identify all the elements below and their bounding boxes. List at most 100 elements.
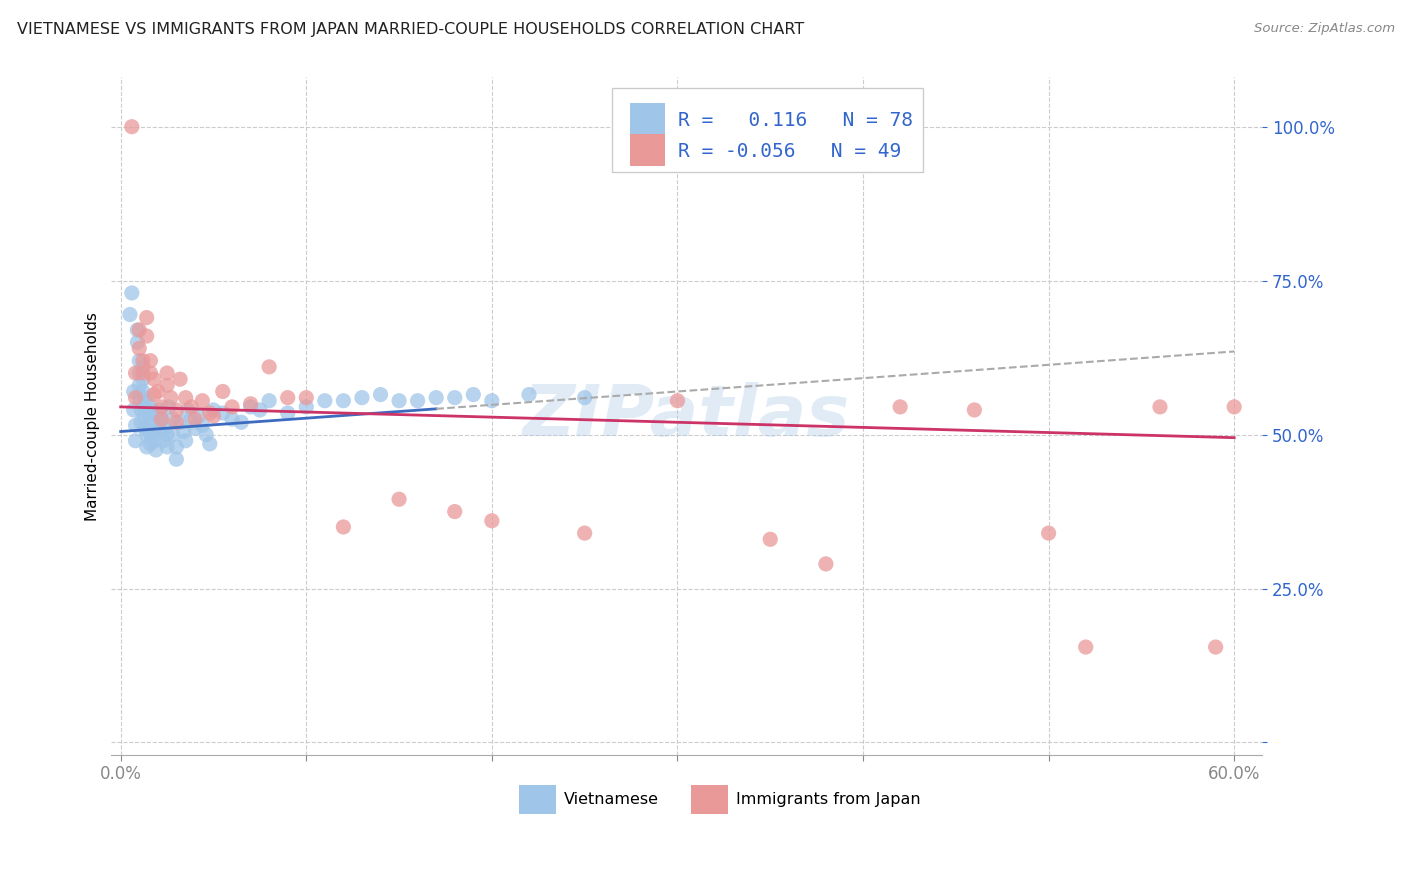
Point — [1149, 400, 1171, 414]
Point — [124, 418, 146, 433]
Point — [156, 440, 179, 454]
Point — [759, 533, 782, 547]
Point — [191, 393, 214, 408]
Point — [156, 427, 179, 442]
Point — [277, 391, 299, 405]
Point — [134, 409, 156, 424]
Point — [128, 378, 150, 392]
Point — [134, 400, 156, 414]
Point — [388, 492, 411, 507]
Point — [127, 323, 149, 337]
Point — [129, 403, 152, 417]
Text: Vietnamese: Vietnamese — [564, 792, 658, 807]
Point — [139, 366, 162, 380]
Point — [184, 421, 207, 435]
Point — [165, 440, 187, 454]
Point — [150, 412, 173, 426]
Point — [388, 393, 411, 408]
Point — [162, 412, 184, 426]
Point — [135, 329, 157, 343]
Point — [134, 421, 156, 435]
Point — [180, 400, 202, 414]
FancyBboxPatch shape — [692, 785, 728, 814]
Point — [156, 366, 179, 380]
Point — [152, 434, 174, 448]
FancyBboxPatch shape — [630, 103, 665, 135]
Point — [1074, 640, 1097, 654]
Point — [174, 391, 197, 405]
Point — [157, 400, 180, 414]
FancyBboxPatch shape — [519, 785, 555, 814]
Point — [277, 406, 299, 420]
Point — [425, 391, 447, 405]
Text: VIETNAMESE VS IMMIGRANTS FROM JAPAN MARRIED-COUPLE HOUSEHOLDS CORRELATION CHART: VIETNAMESE VS IMMIGRANTS FROM JAPAN MARR… — [17, 22, 804, 37]
Point — [1205, 640, 1227, 654]
Point — [187, 409, 209, 424]
Point — [169, 415, 191, 429]
Point — [165, 403, 187, 417]
Point — [128, 353, 150, 368]
Point — [121, 285, 143, 300]
Point — [132, 359, 155, 374]
Point — [180, 412, 202, 426]
Point — [122, 384, 145, 399]
Point — [146, 384, 169, 399]
Point — [143, 387, 166, 401]
Point — [134, 391, 156, 405]
Point — [211, 384, 233, 399]
Point — [149, 403, 172, 417]
Point — [162, 427, 184, 442]
Point — [138, 397, 160, 411]
Point — [198, 406, 221, 420]
Point — [517, 387, 540, 401]
Point — [198, 437, 221, 451]
Point — [295, 391, 318, 405]
Point — [370, 387, 392, 401]
Point — [124, 391, 146, 405]
Point — [118, 308, 141, 322]
Text: Source: ZipAtlas.com: Source: ZipAtlas.com — [1254, 22, 1395, 36]
Point — [129, 415, 152, 429]
Point — [146, 421, 169, 435]
Point — [963, 403, 986, 417]
Text: Immigrants from Japan: Immigrants from Japan — [737, 792, 921, 807]
Text: R = -0.056   N = 49: R = -0.056 N = 49 — [678, 143, 901, 161]
Point — [150, 425, 173, 439]
Point — [139, 437, 162, 451]
Point — [143, 425, 166, 439]
Point — [169, 372, 191, 386]
Point — [574, 391, 596, 405]
Point — [350, 391, 373, 405]
Point — [443, 505, 465, 519]
Point — [463, 387, 485, 401]
Point — [257, 359, 280, 374]
Point — [132, 353, 155, 368]
Point — [150, 412, 173, 426]
Point — [141, 403, 163, 417]
Point — [191, 418, 214, 433]
Point — [257, 393, 280, 408]
Point — [202, 403, 225, 417]
Point — [132, 366, 155, 380]
Point — [132, 384, 155, 399]
Point — [814, 557, 837, 571]
Point — [139, 427, 162, 442]
Point — [443, 391, 465, 405]
Point — [128, 323, 150, 337]
Point — [176, 403, 198, 417]
Y-axis label: Married-couple Households: Married-couple Households — [86, 311, 100, 521]
Point — [231, 415, 253, 429]
Point — [574, 526, 596, 541]
Point — [889, 400, 911, 414]
Point — [146, 409, 169, 424]
Point — [150, 400, 173, 414]
Point — [1038, 526, 1060, 541]
Point — [141, 415, 163, 429]
Point — [159, 391, 181, 405]
Point — [666, 393, 689, 408]
Point — [481, 393, 503, 408]
Point — [314, 393, 336, 408]
Point — [122, 403, 145, 417]
Text: R =   0.116   N = 78: R = 0.116 N = 78 — [678, 111, 912, 129]
Point — [132, 372, 155, 386]
